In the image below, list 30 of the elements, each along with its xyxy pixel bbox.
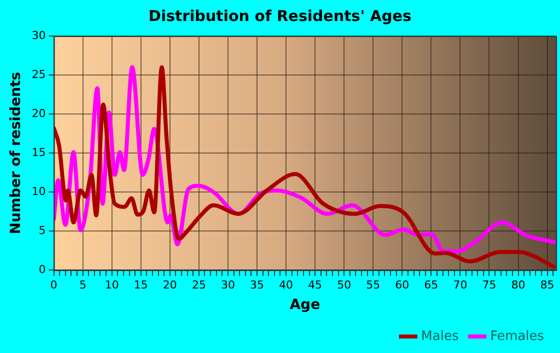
x-tick-label: 50: [337, 278, 352, 292]
x-tick-label: 5: [79, 278, 86, 292]
x-tick-label: 10: [104, 278, 119, 292]
y-tick-label: 0: [38, 262, 46, 276]
x-axis-title: Age: [290, 297, 320, 314]
y-tick-label: 10: [32, 184, 46, 198]
y-axis-title: Number of residents: [8, 72, 24, 234]
x-tick-label: 20: [162, 278, 177, 292]
chart-title: Distribution of Residents' Ages: [148, 6, 412, 25]
x-tick-label: 55: [366, 278, 380, 292]
x-tick-label: 40: [279, 278, 294, 292]
y-tick-label: 15: [32, 146, 46, 159]
x-tick-label: 15: [134, 278, 148, 292]
x-tick-label: 30: [220, 278, 235, 292]
y-tick-label: 5: [38, 224, 46, 237]
x-tick-label: 65: [424, 278, 438, 292]
legend-label: Females: [490, 328, 544, 344]
x-tick-label: 80: [511, 278, 526, 292]
y-tick-label: 30: [32, 28, 46, 42]
legend-label: Males: [421, 328, 459, 344]
x-tick-label: 85: [540, 278, 554, 292]
x-tick-label: 0: [50, 278, 58, 292]
x-tick-label: 70: [453, 278, 468, 292]
x-tick-label: 45: [308, 278, 322, 292]
y-tick-label: 25: [32, 68, 46, 81]
y-tick-label: 20: [32, 106, 46, 120]
x-tick-label: 60: [395, 278, 410, 292]
x-tick-label: 35: [250, 278, 264, 292]
x-tick-label: 25: [192, 278, 206, 292]
x-tick-label: 75: [482, 278, 496, 292]
